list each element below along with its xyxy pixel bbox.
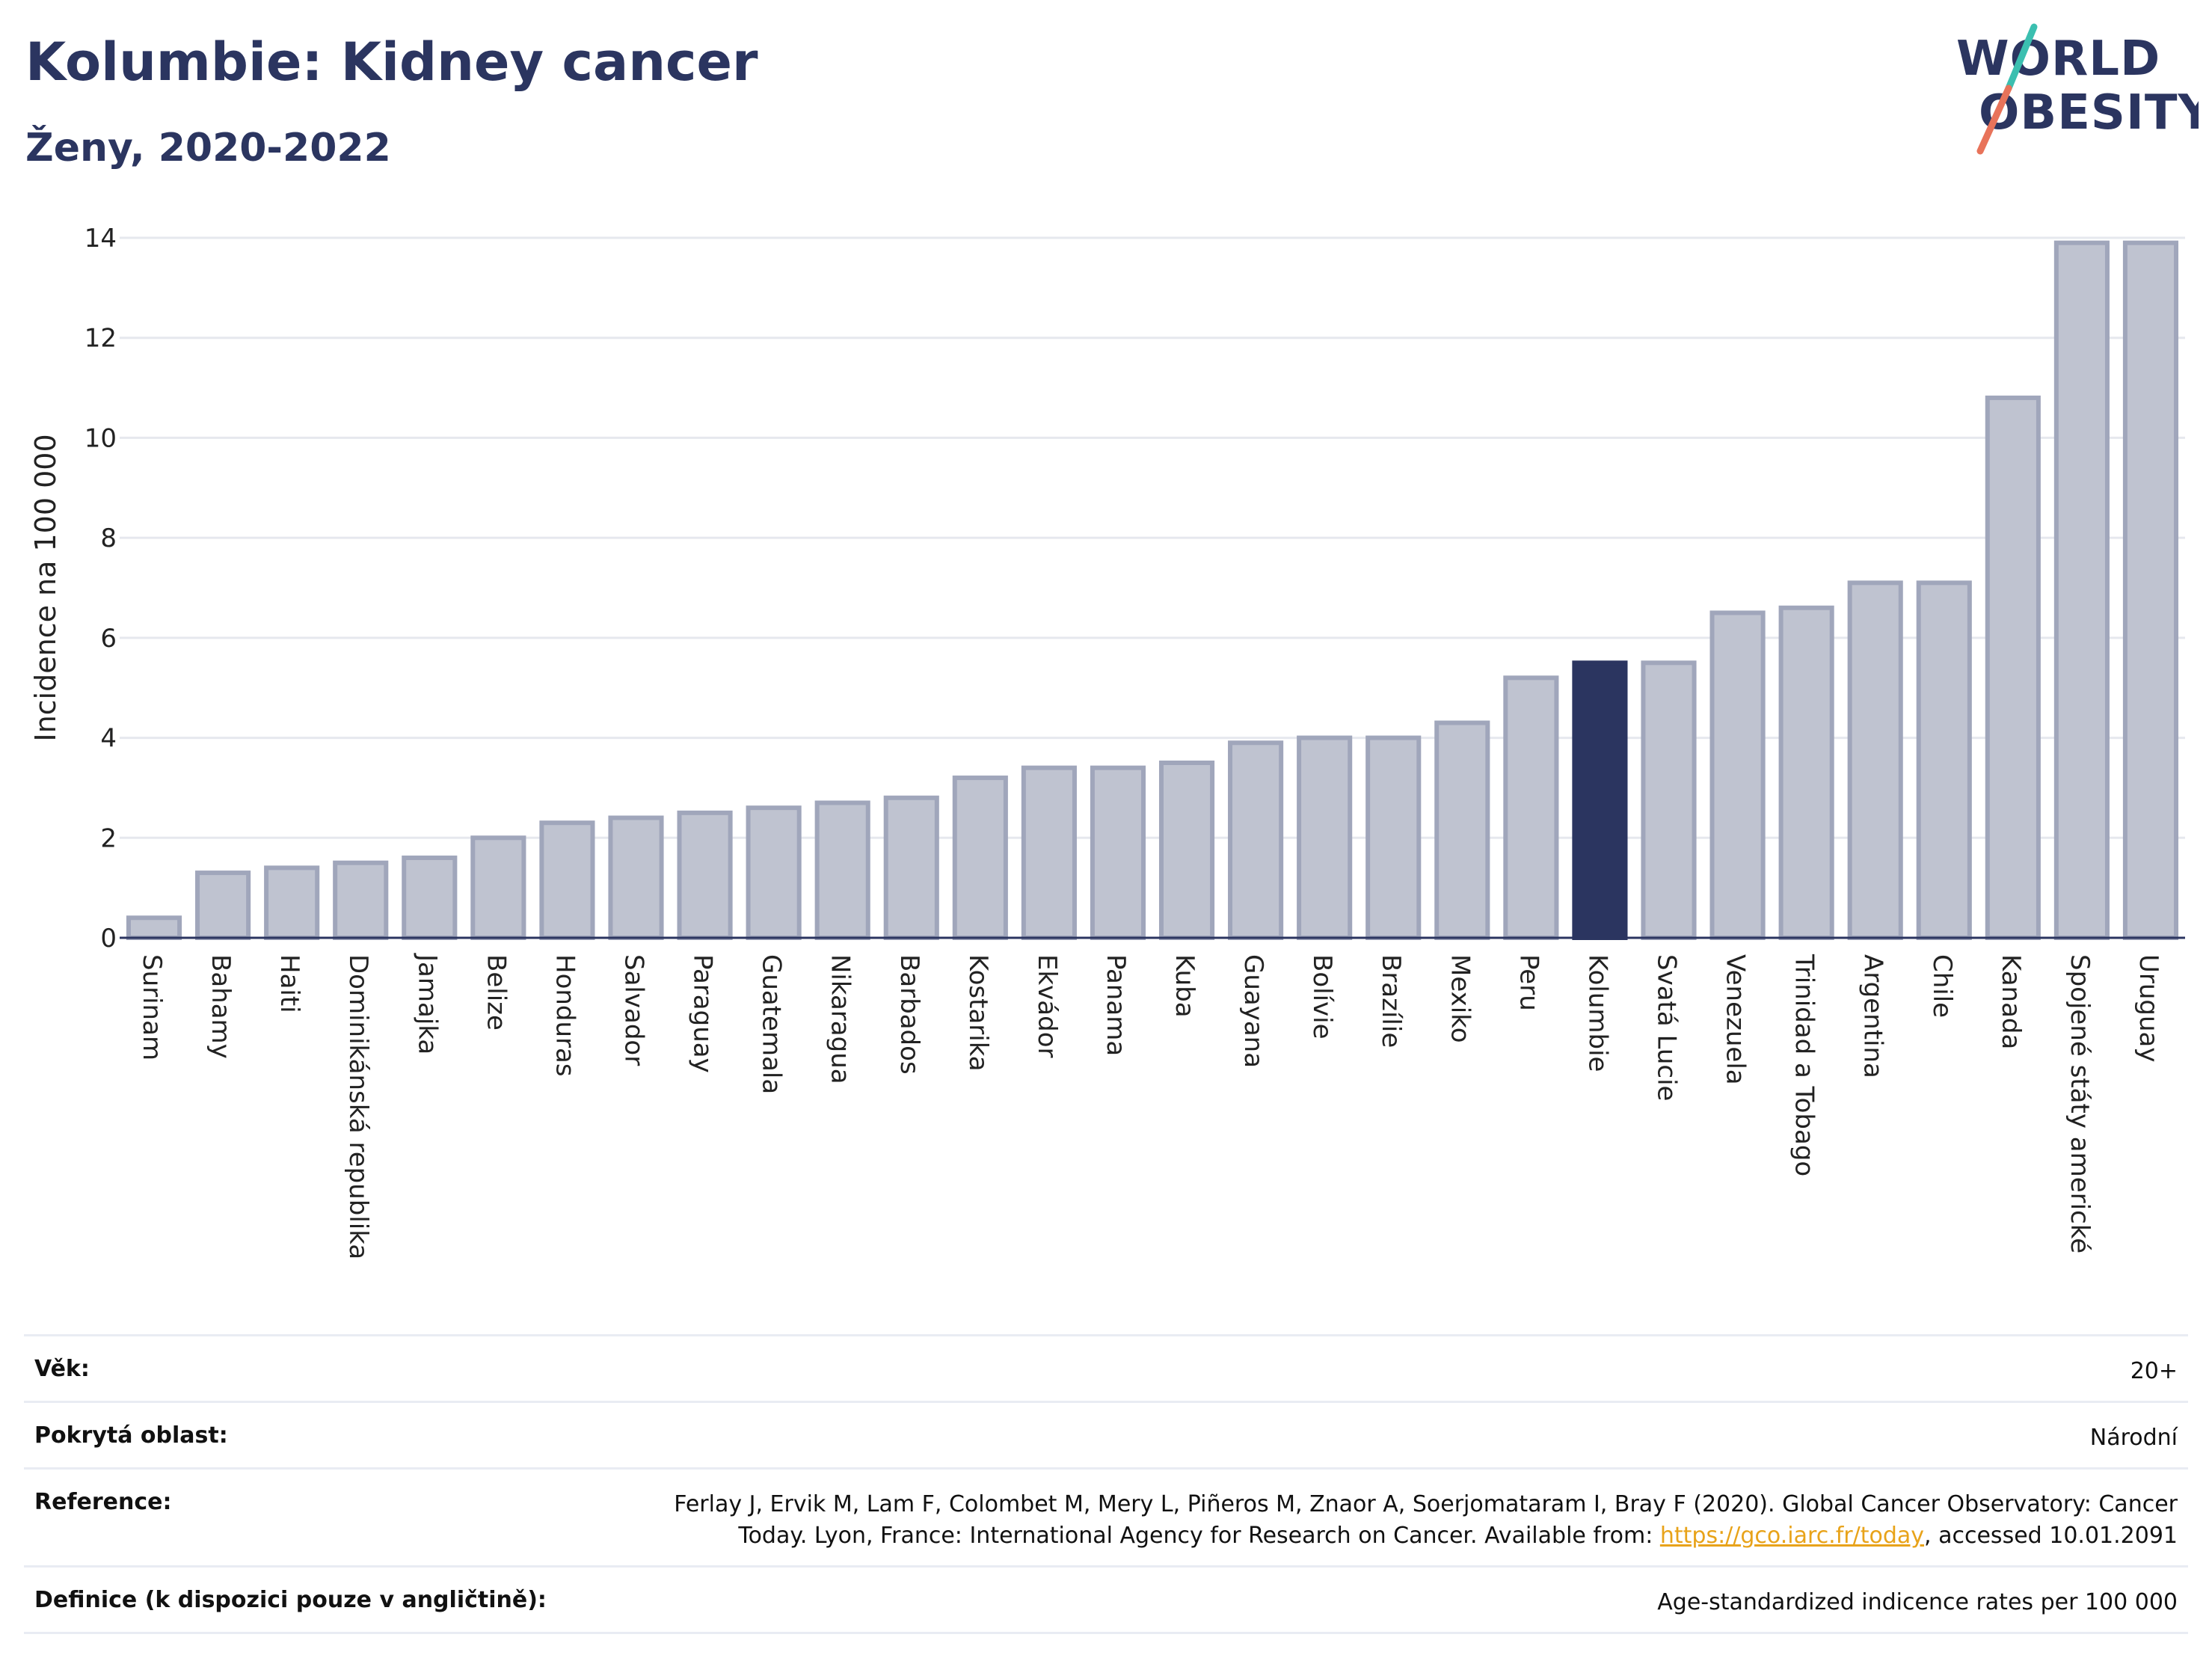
x-tick-label: Bahamy	[206, 954, 236, 1059]
bar	[1709, 610, 1766, 941]
y-tick-label: 2	[100, 823, 117, 853]
logo-slash-bottom	[1976, 85, 2012, 155]
x-tick-label: Brazílie	[1376, 954, 1406, 1048]
x-tick-label: Guatemala	[757, 954, 787, 1094]
meta-label-definition: Definice (k dispozici pouze v angličtině…	[34, 1587, 547, 1613]
x-tick-label: Venezuela	[1721, 954, 1751, 1085]
metadata-table: Věk: 20+ Pokrytá oblast: Národní Referen…	[24, 1334, 2188, 1634]
bar	[1847, 580, 1903, 940]
y-tick-label: 14	[85, 224, 117, 254]
bar	[126, 915, 182, 940]
chart-subtitle: Ženy, 2020-2022	[25, 126, 391, 171]
bar	[1778, 605, 1834, 940]
y-axis-label: Incidence na 100 000	[29, 434, 62, 741]
bar	[402, 856, 458, 940]
meta-label-age: Věk:	[34, 1356, 90, 1382]
bar	[1641, 660, 1697, 940]
chart-title: Kolumbie: Kidney cancer	[25, 31, 758, 93]
x-tick-label: Panama	[1101, 954, 1131, 1056]
meta-value-definition: Age-standardized indicence rates per 100…	[1657, 1589, 2178, 1615]
bar	[814, 800, 870, 940]
logo-line2: OBESITY	[1979, 85, 2199, 141]
bar	[1228, 740, 1284, 940]
x-tick-label: Barbados	[894, 954, 924, 1075]
bar	[1916, 580, 1972, 940]
x-tick-label: Haiti	[274, 954, 304, 1013]
bar-chart: 0 2 4 6 8 10 12 14 Incidence na 100 000 Surinam Ba…	[29, 224, 2185, 1259]
y-tick-label: 10	[85, 423, 117, 453]
meta-row-definition: Definice (k dispozici pouze v angličtině…	[24, 1565, 2188, 1634]
reference-line2-post: , accessed 10.01.2091	[1924, 1523, 2178, 1549]
x-tick-label: Surinam	[137, 954, 167, 1060]
bar	[195, 871, 251, 940]
x-tick-label: Kolumbie	[1582, 954, 1612, 1072]
x-tick-label: Honduras	[550, 954, 580, 1077]
bar	[1434, 720, 1490, 940]
x-tick-label: Peru	[1514, 954, 1543, 1011]
x-tick-label: Kostarika	[963, 954, 993, 1072]
world-obesity-logo: WORLD OBESITY	[1956, 23, 2199, 155]
y-tick-label: 6	[100, 624, 117, 654]
reference-line2-pre: Today. Lyon, France: International Agenc…	[738, 1523, 1660, 1549]
x-tick-label: Bolívie	[1307, 954, 1337, 1040]
bar	[1365, 735, 1422, 940]
bar	[677, 810, 733, 940]
reference-link[interactable]: https://gco.iarc.fr/today	[1659, 1523, 1925, 1549]
bar	[883, 795, 939, 940]
x-tick-label: Salvador	[619, 954, 649, 1066]
meta-label-coverage: Pokrytá oblast:	[34, 1422, 228, 1449]
meta-row-coverage: Pokrytá oblast: Národní	[24, 1401, 2188, 1467]
meta-value-reference: Ferlay J, Ervik M, Lam F, Colombet M, Me…	[674, 1489, 2178, 1552]
meta-label-reference: Reference:	[34, 1489, 172, 1515]
bar	[470, 835, 526, 940]
logo-slash-top	[2005, 23, 2038, 92]
bar	[1297, 735, 1353, 940]
bar	[608, 815, 664, 940]
bar	[333, 860, 389, 941]
meta-row-age: Věk: 20+	[24, 1334, 2188, 1401]
bar	[1090, 765, 1146, 941]
x-tick-label: Mexiko	[1445, 954, 1475, 1043]
x-tick-label: Svatá Lucie	[1652, 954, 1682, 1101]
x-tick-label: Ekvádor	[1032, 954, 1062, 1058]
bar	[1021, 765, 1077, 941]
x-tick-label: Argentina	[1858, 954, 1888, 1078]
x-tick-label: Kanada	[1996, 954, 2026, 1049]
x-tick-label: Paraguay	[688, 954, 718, 1073]
bar	[2122, 240, 2179, 940]
bar	[1158, 761, 1215, 940]
x-tick-label: Trinidad a Tobago	[1789, 954, 1819, 1176]
x-tick-label: Guayana	[1238, 954, 1268, 1068]
bar	[539, 820, 595, 940]
bar	[1503, 675, 1559, 940]
bar	[2053, 240, 2110, 940]
reference-line1: Ferlay J, Ervik M, Lam F, Colombet M, Me…	[674, 1491, 2178, 1517]
x-tick-label: Dominikánská republika	[343, 954, 373, 1259]
x-tick-label: Kuba	[1170, 954, 1199, 1018]
meta-value-coverage: Národní	[2089, 1425, 2178, 1451]
logo-line1: WORLD	[1956, 31, 2160, 87]
y-tick-label: 12	[85, 324, 117, 354]
meta-value-age: 20+	[2130, 1358, 2178, 1384]
y-tick-label: 8	[100, 523, 117, 553]
x-tick-label: Belize	[481, 954, 511, 1031]
bar	[746, 805, 802, 941]
bar	[1985, 395, 2041, 940]
y-tick-label: 0	[100, 924, 117, 954]
y-tick-label: 4	[100, 724, 117, 754]
x-tick-label: Spojené státy americké	[2065, 954, 2095, 1253]
x-tick-label: Nikaragua	[826, 954, 855, 1084]
x-tick-label: Chile	[1927, 954, 1957, 1018]
bar	[1572, 660, 1628, 940]
x-tick-label: Uruguay	[2133, 954, 2163, 1063]
meta-row-reference: Reference: Ferlay J, Ervik M, Lam F, Col…	[24, 1467, 2188, 1565]
bar	[264, 865, 320, 941]
x-tick-label: Jamajka	[412, 953, 442, 1054]
bar	[952, 776, 1008, 940]
